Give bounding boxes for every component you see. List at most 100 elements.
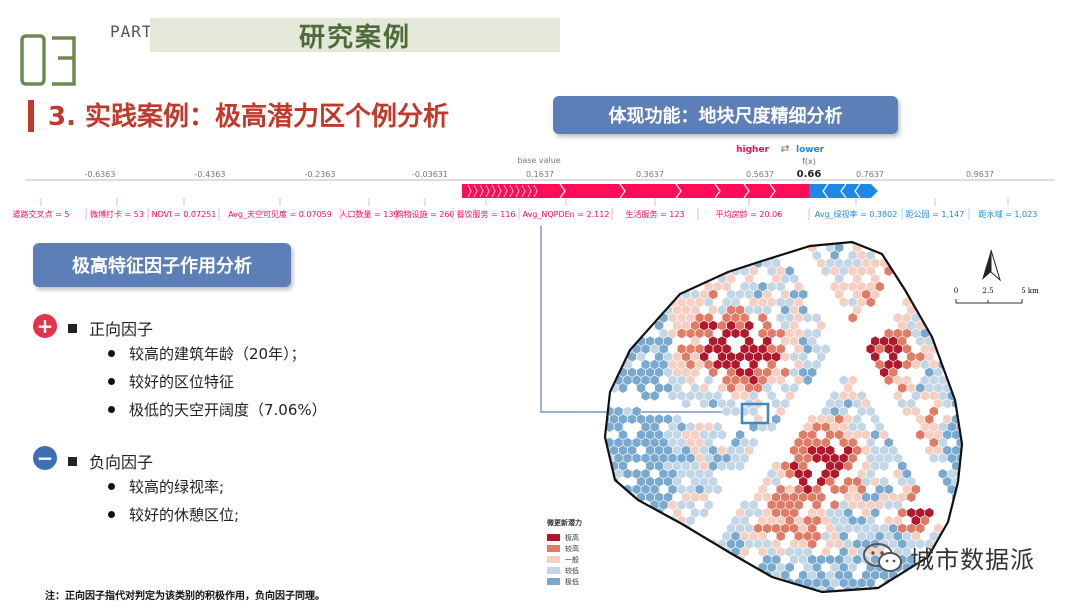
hex-cell	[560, 232, 565, 237]
hex-cell	[1010, 484, 1019, 494]
hex-cell	[983, 469, 992, 479]
hex-cell	[1051, 258, 1060, 268]
hex-cell	[1001, 437, 1010, 447]
positive-factor-list: 较高的建筑年龄（20年）； 较好的区位特征 极低的天空开阔度（7.06%）	[108, 339, 327, 423]
hex-cell	[1051, 508, 1060, 518]
hex-cell	[569, 453, 578, 463]
hex-cell	[1042, 352, 1051, 362]
hex-cell	[1019, 313, 1028, 323]
hex-cell	[609, 273, 619, 285]
hex-cell	[802, 312, 813, 324]
hex-cell	[951, 257, 962, 269]
hex-cell	[1033, 383, 1042, 393]
hex-cell	[1073, 500, 1080, 510]
hex-cell	[565, 305, 574, 315]
hex-cell	[699, 507, 709, 519]
hex-cell	[560, 297, 569, 307]
hex-cell	[772, 601, 781, 608]
hex-cell	[699, 398, 709, 410]
axis-tick-label: 0.1637	[526, 170, 554, 179]
hex-cell	[560, 422, 569, 432]
hex-cell	[565, 445, 574, 455]
hex-cell	[1064, 422, 1073, 432]
hex-cell	[587, 375, 596, 385]
hex-cell	[965, 593, 974, 603]
hex-cell	[1037, 344, 1046, 354]
hex-cell	[942, 585, 953, 592]
hex-cell	[622, 530, 633, 542]
hex-cell	[1073, 391, 1080, 401]
hex-cell	[992, 235, 1001, 245]
hex-cell	[574, 398, 583, 408]
fx-value: 0.66	[797, 169, 822, 180]
hex-cell	[808, 232, 817, 237]
legend-swatch	[547, 556, 560, 563]
hex-cell	[1015, 398, 1024, 408]
hex-cell	[865, 296, 876, 308]
hex-cell	[893, 593, 902, 603]
hex-cell	[1024, 430, 1033, 440]
hex-cell	[970, 367, 979, 377]
hex-cell	[983, 453, 992, 463]
hex-cell	[569, 250, 578, 260]
hex-cell	[663, 242, 673, 254]
hex-cell	[663, 273, 673, 285]
hex-cell	[970, 320, 979, 330]
hex-cell	[682, 232, 691, 237]
hex-cell	[938, 265, 948, 277]
hex-cell	[605, 437, 606, 449]
hex-cell	[1042, 274, 1051, 284]
hex-cell	[1046, 422, 1055, 432]
hex-cell	[565, 258, 574, 268]
hex-cell	[587, 266, 596, 276]
hex-cell	[578, 437, 587, 447]
hex-cell	[640, 390, 651, 402]
hex-cell	[1028, 437, 1037, 447]
hex-cell	[565, 476, 574, 486]
hex-cell	[636, 242, 646, 254]
hex-cell	[1010, 391, 1019, 401]
hex-cell	[965, 328, 974, 338]
hex-cell	[636, 569, 646, 581]
hex-cell	[974, 453, 983, 463]
hex-cell	[1060, 570, 1069, 580]
hex-cell	[956, 577, 962, 589]
hex-cell	[691, 601, 700, 608]
hex-cell	[605, 561, 606, 573]
hex-cell	[605, 296, 606, 308]
hex-cell	[613, 296, 624, 308]
hex-cell	[709, 232, 718, 237]
hex-cell	[1069, 539, 1078, 549]
hex-cell	[920, 390, 930, 402]
hex-cell	[983, 313, 992, 323]
force-chevron	[491, 184, 496, 198]
hex-cell	[605, 296, 615, 308]
hex-cell	[951, 585, 962, 592]
hex-cell	[947, 593, 956, 603]
hex-cell	[1010, 500, 1019, 510]
hex-cell	[1055, 391, 1064, 401]
hex-cell	[726, 257, 736, 269]
hex-cell	[646, 232, 655, 237]
hex-cell	[694, 561, 705, 573]
hex-cell	[1069, 430, 1078, 440]
lower-label: lower	[796, 145, 825, 155]
hex-cell	[605, 265, 606, 277]
hex-cell	[790, 601, 799, 608]
hex-cell	[739, 242, 750, 246]
hex-cell	[613, 561, 624, 573]
hex-cell	[1051, 539, 1060, 549]
hex-potential-map	[560, 232, 1080, 608]
hex-cell	[1055, 422, 1064, 432]
hex-cell	[565, 430, 574, 440]
hex-cell	[974, 469, 983, 479]
hex-cell	[1006, 274, 1015, 284]
hex-cell	[560, 500, 569, 510]
hex-cell	[1051, 601, 1060, 608]
hex-cell	[667, 546, 678, 558]
force-chevron	[533, 184, 538, 198]
hex-cell	[583, 570, 592, 580]
hex-cell	[1019, 578, 1028, 588]
hex-cell	[565, 367, 574, 377]
hex-cell	[667, 530, 678, 542]
